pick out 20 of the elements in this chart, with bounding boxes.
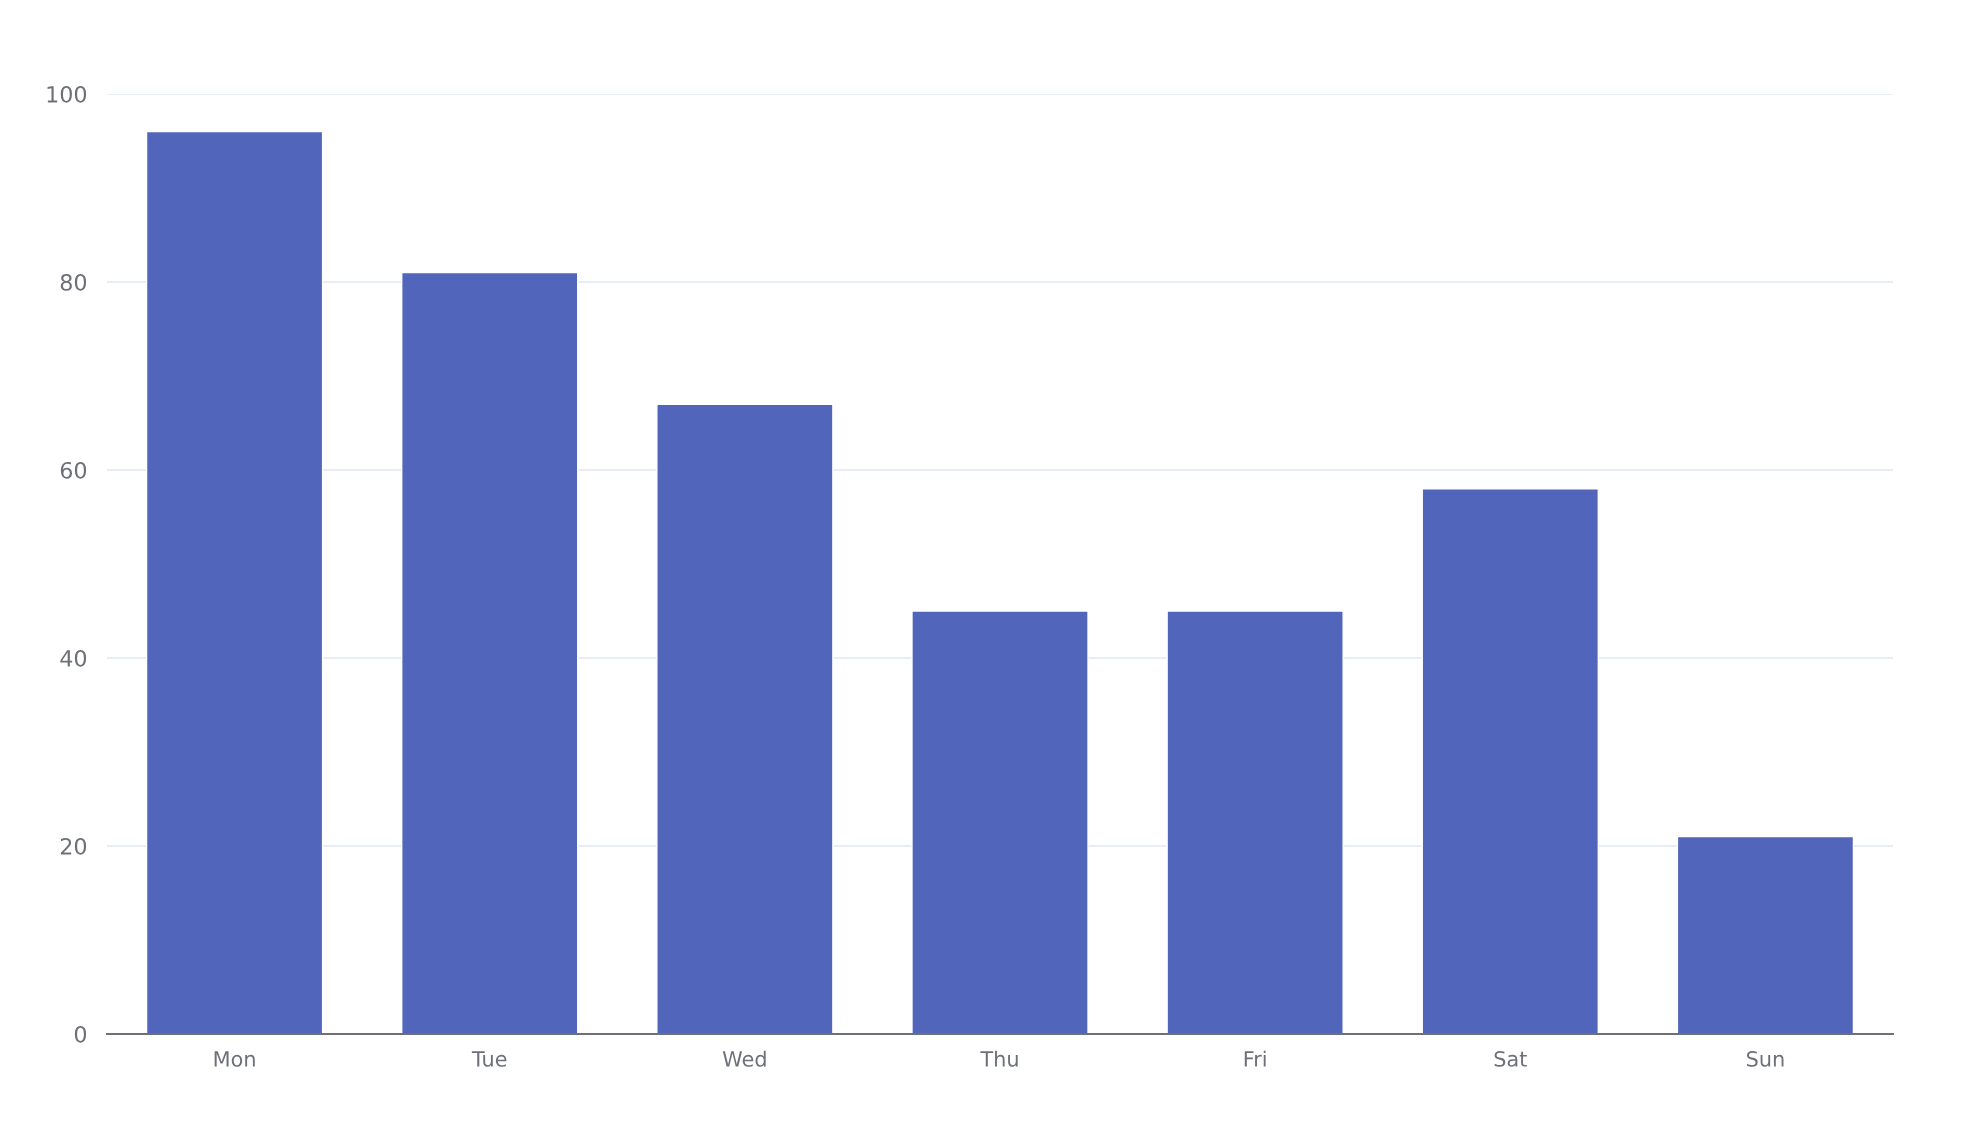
x-tick-label: Fri [1244, 1050, 1266, 1067]
x-tick-label: Wed [722, 1050, 766, 1067]
y-tick-label: 100 [47, 85, 87, 103]
bar [400, 271, 579, 1034]
bar [1676, 835, 1855, 1034]
x-tick-label: Sat [1494, 1051, 1527, 1067]
bar [1166, 610, 1344, 1034]
y-tick-label: 0 [74, 1025, 87, 1043]
x-tick-label: Tue [471, 1051, 507, 1067]
x-tick-label: Thu [980, 1050, 1018, 1067]
x-tick-label: Mon [214, 1051, 255, 1067]
y-tick-label: 60 [60, 461, 87, 479]
bar [1421, 488, 1600, 1034]
y-tick-label: 80 [60, 273, 87, 291]
bar [656, 403, 834, 1034]
y-tick-label: 20 [60, 837, 87, 855]
bar [911, 610, 1089, 1034]
bar [145, 130, 324, 1034]
x-tick-label: Sun [1746, 1051, 1784, 1067]
y-tick-label: 40 [60, 649, 87, 667]
